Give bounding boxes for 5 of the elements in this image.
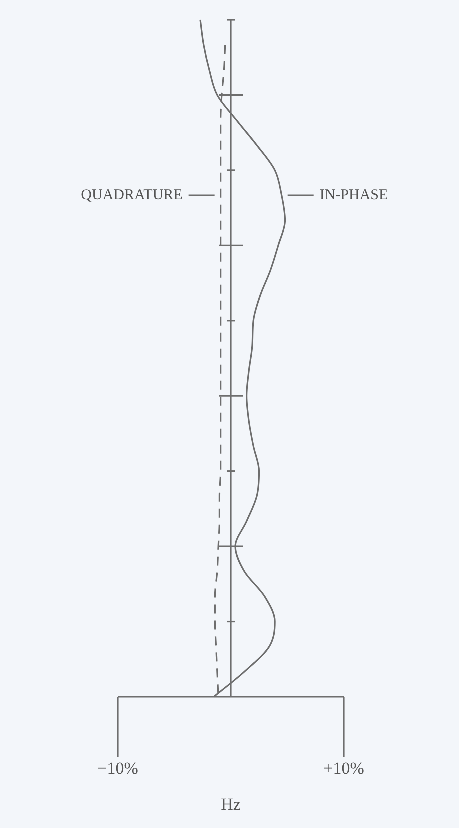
x-tick-label: −10%	[98, 758, 138, 778]
legend-label: IN-PHASE	[320, 187, 388, 204]
x-tick-label: +10%	[324, 758, 364, 778]
x-axis-title: Hz	[221, 794, 242, 814]
text: QUADRATURE	[81, 187, 183, 204]
